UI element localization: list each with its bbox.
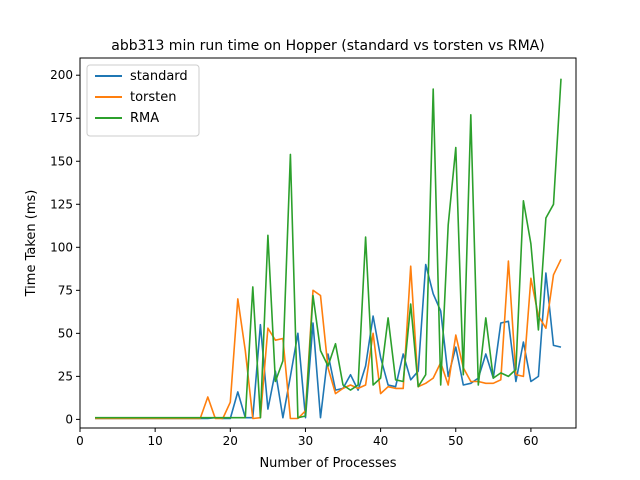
- series-line-torsten: [95, 258, 562, 420]
- y-tick-label: 175: [50, 111, 73, 125]
- chart-title: abb313 min run time on Hopper (standard …: [111, 38, 544, 54]
- series-line-standard: [95, 263, 562, 420]
- y-tick-label: 50: [58, 326, 73, 340]
- plot-frame: [79, 57, 577, 429]
- legend: standard torsten RMA: [86, 64, 200, 137]
- x-axis: 0 10 20 30 40 50 60: [76, 428, 539, 448]
- series-layer: [95, 78, 562, 420]
- y-axis-label: Time Taken (ms): [24, 190, 39, 298]
- y-tick-label: 100: [50, 240, 73, 254]
- y-axis: 0 25 50 75 100 125 150 175 200: [50, 68, 80, 426]
- y-tick-label: 200: [50, 68, 73, 82]
- x-tick-label: 30: [298, 434, 313, 448]
- x-tick-label: 10: [148, 434, 163, 448]
- series-line-rma: [95, 78, 562, 419]
- x-tick-label: 40: [373, 434, 388, 448]
- y-tick-label: 150: [50, 154, 73, 168]
- x-tick-label: 0: [76, 434, 84, 448]
- y-tick-label: 125: [50, 197, 73, 211]
- x-tick-label: 50: [448, 434, 463, 448]
- x-axis-label: Number of Processes: [259, 456, 396, 471]
- legend-label-standard: standard: [130, 69, 188, 84]
- legend-label-torsten: torsten: [130, 90, 177, 105]
- y-tick-label: 75: [58, 283, 73, 297]
- legend-label-rma: RMA: [130, 111, 159, 126]
- y-tick-label: 25: [58, 369, 73, 383]
- x-tick-label: 20: [223, 434, 238, 448]
- x-tick-label: 60: [523, 434, 538, 448]
- y-tick-label: 0: [65, 412, 73, 426]
